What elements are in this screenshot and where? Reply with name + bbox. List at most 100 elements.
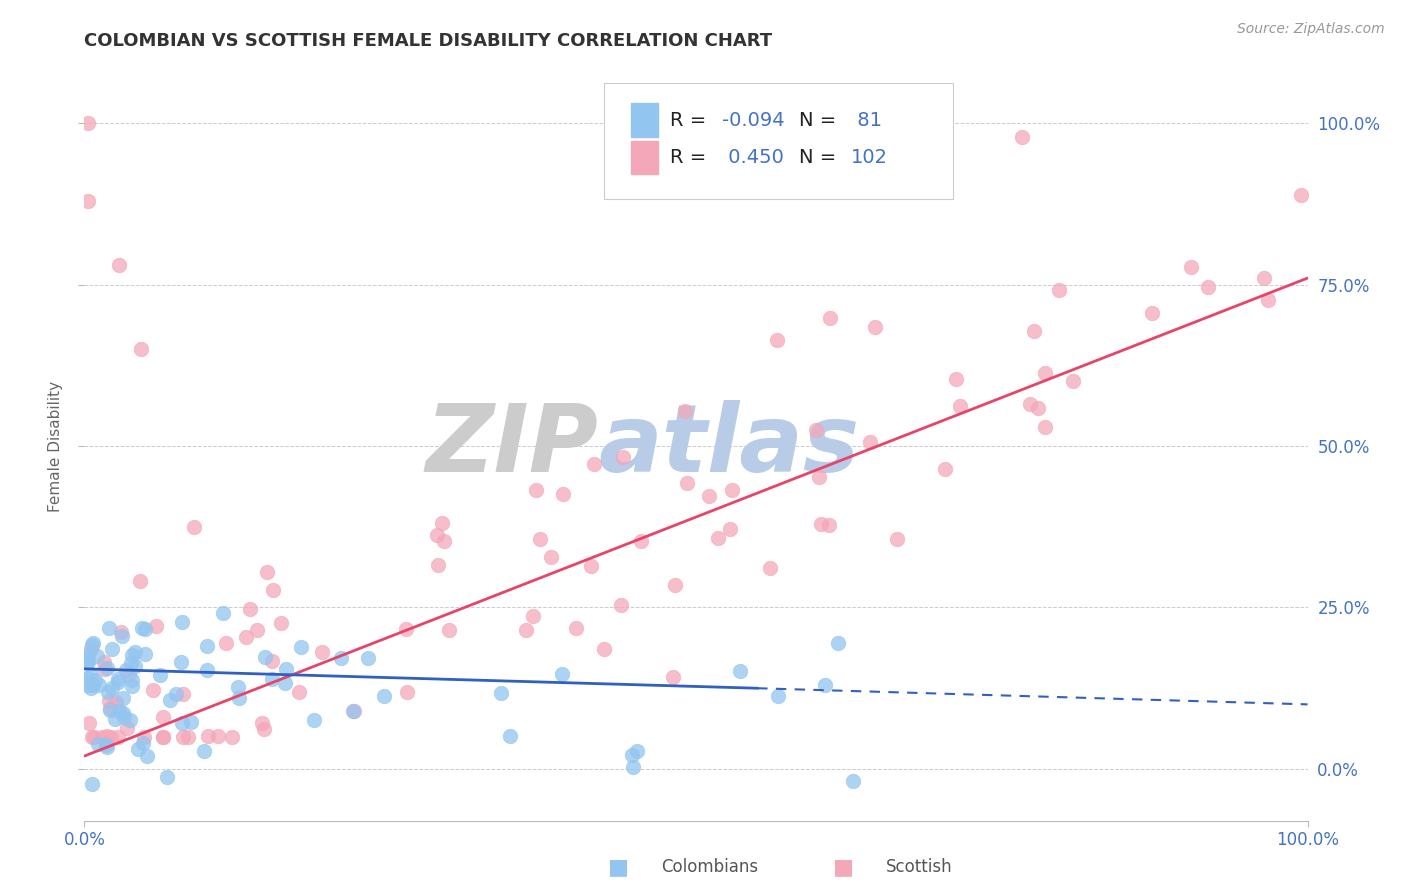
Point: [107, 673, 129, 687]
FancyBboxPatch shape: [631, 141, 658, 175]
Text: R =: R =: [671, 111, 713, 129]
Point: [82, 635, 104, 649]
Point: [262, 672, 284, 686]
Point: [621, 747, 644, 762]
Point: [1197, 280, 1219, 294]
Point: [177, 730, 200, 744]
Point: [80, 668, 103, 682]
Point: [529, 532, 551, 546]
Point: [260, 654, 283, 668]
Point: [551, 487, 574, 501]
Point: [124, 659, 146, 673]
Text: Source: ZipAtlas.com: Source: ZipAtlas.com: [1237, 22, 1385, 37]
Point: [721, 483, 744, 498]
Point: [342, 704, 364, 718]
Point: [87, 678, 110, 692]
Point: [77, 655, 100, 669]
Point: [288, 685, 311, 699]
Point: [766, 690, 789, 704]
Point: [96, 661, 118, 675]
Point: [76, 671, 98, 685]
Point: [98, 621, 121, 635]
Point: [98, 703, 121, 717]
Point: [134, 647, 156, 661]
Point: [609, 598, 631, 612]
Point: [945, 372, 967, 386]
Text: N =: N =: [799, 111, 842, 129]
Point: [522, 608, 544, 623]
Point: [433, 534, 456, 549]
Text: ■: ■: [834, 857, 853, 877]
Point: [172, 730, 194, 744]
Point: [235, 631, 257, 645]
Point: [1019, 396, 1042, 410]
Point: [96, 739, 118, 754]
Point: [93, 655, 115, 669]
Point: [159, 693, 181, 707]
Point: [132, 730, 155, 744]
Point: [108, 704, 131, 718]
Text: Colombians: Colombians: [661, 858, 758, 876]
Text: -0.094: -0.094: [721, 111, 785, 129]
Point: [765, 334, 787, 348]
Point: [1062, 374, 1084, 388]
Point: [80, 638, 103, 652]
Text: 81: 81: [851, 111, 883, 129]
Point: [152, 730, 174, 744]
Point: [859, 434, 882, 449]
Point: [121, 673, 143, 688]
Point: [808, 470, 831, 484]
Point: [101, 681, 124, 695]
Point: [246, 623, 269, 637]
Point: [430, 516, 453, 531]
Point: [120, 656, 142, 670]
Text: ZIP: ZIP: [425, 400, 598, 492]
Point: [104, 695, 127, 709]
Point: [76, 655, 98, 669]
Point: [180, 715, 202, 730]
Point: [673, 404, 696, 418]
Point: [582, 457, 605, 471]
Point: [626, 744, 648, 758]
Point: [87, 737, 110, 751]
Point: [149, 668, 172, 682]
Point: [1140, 306, 1163, 320]
Point: [82, 678, 104, 692]
Point: [252, 716, 274, 731]
Point: [270, 615, 292, 630]
Point: [1257, 293, 1279, 307]
Point: [183, 520, 205, 534]
Point: [80, 777, 103, 791]
Point: [630, 533, 652, 548]
Point: [172, 615, 194, 629]
Point: [720, 522, 742, 536]
Point: [1253, 270, 1275, 285]
Point: [136, 749, 159, 764]
Point: [437, 623, 460, 637]
Point: [827, 635, 849, 649]
Text: R =: R =: [671, 148, 713, 167]
Point: [1047, 283, 1070, 297]
FancyBboxPatch shape: [605, 83, 953, 199]
Point: [814, 678, 837, 692]
Point: [1291, 188, 1313, 202]
Point: [96, 729, 118, 743]
Point: [121, 679, 143, 693]
Point: [934, 461, 956, 475]
Point: [612, 450, 634, 465]
Point: [540, 549, 562, 564]
Point: [142, 683, 165, 698]
Point: [100, 730, 122, 744]
Point: [107, 730, 129, 744]
Point: [373, 689, 395, 703]
Point: [170, 715, 193, 730]
Point: [806, 423, 828, 437]
Point: [499, 729, 522, 743]
Point: [129, 342, 152, 356]
Point: [330, 651, 353, 665]
Point: [211, 606, 233, 620]
Point: [98, 694, 121, 708]
Point: [124, 645, 146, 659]
Point: [228, 690, 250, 705]
Point: [207, 729, 229, 743]
